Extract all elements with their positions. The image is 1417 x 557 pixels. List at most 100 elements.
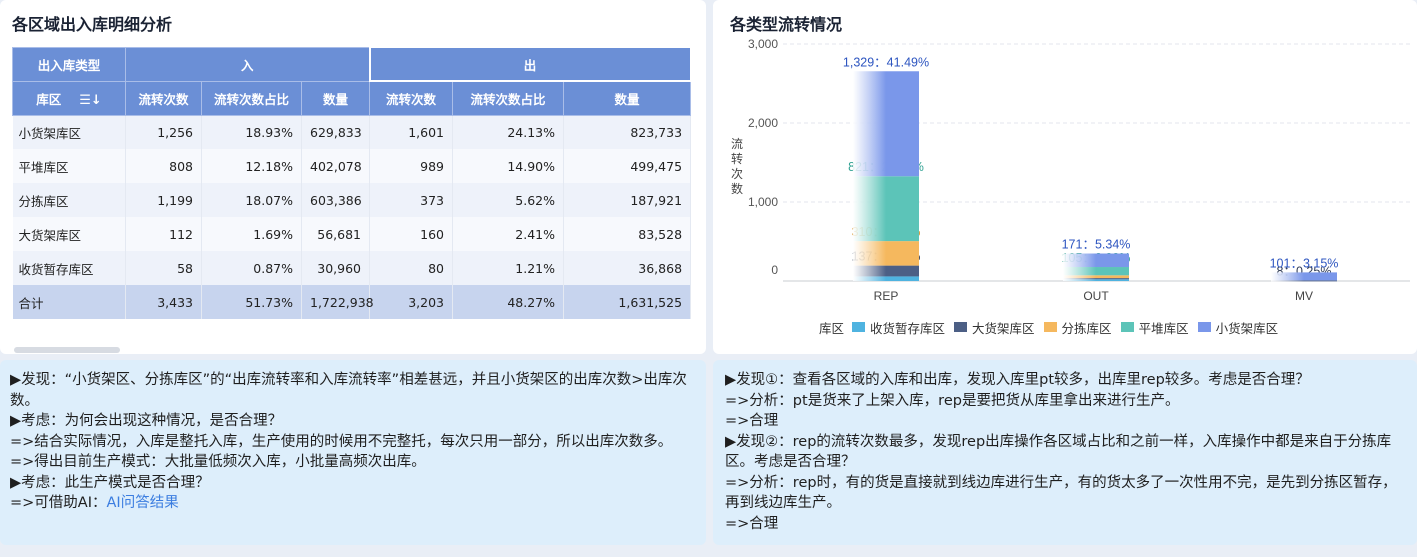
bar-segment xyxy=(1271,280,1337,282)
note-prefix: =>可借助AI： xyxy=(10,495,107,511)
table-cell: 402,078 xyxy=(301,149,370,183)
legend-item[interactable]: 平堆库区 xyxy=(1120,318,1189,337)
table-row[interactable]: 平堆库区 808 12.18% 402,078 989 14.90% 499,475 xyxy=(12,149,692,183)
note-line: ▶发现：“小货架区、分拣库区”的“出库流转率和入库流转率”相差甚远，并且小货架区… xyxy=(10,372,687,409)
column-header[interactable]: 流转次数 xyxy=(125,80,202,116)
bar-segment xyxy=(853,276,919,281)
table-cell: 18.93% xyxy=(201,115,302,149)
table-group-header-row: 出入库类型 入 出 xyxy=(12,46,692,82)
table-cell: 989 xyxy=(369,149,453,183)
note-line: =>可借助AI：AI问答结果 xyxy=(10,493,696,514)
sort-icon[interactable]: ☰↓ xyxy=(79,92,102,108)
inout-detail-table: 出入库类型 入 出 库区 ☰↓ 流转次数 流转次数占比 数量 流转次数 流转次数占… xyxy=(12,46,692,319)
y-tick-label: 0 xyxy=(771,263,778,277)
bar-segment xyxy=(1063,267,1129,276)
total-cell: 51.73% xyxy=(201,285,302,319)
column-header[interactable]: 流转次数占比 xyxy=(201,80,302,116)
legend-swatch xyxy=(852,322,866,332)
total-cell: 合计 xyxy=(12,285,126,319)
table-cell: 18.07% xyxy=(201,183,302,217)
y-axis-label-char: 转 xyxy=(731,151,743,166)
y-tick-label: 2,000 xyxy=(748,116,778,130)
legend-swatch xyxy=(1197,322,1211,332)
legend-item[interactable]: 收货暂存库区 xyxy=(852,318,945,337)
x-tick-label: OUT xyxy=(1083,289,1109,303)
total-cell: 48.27% xyxy=(452,285,564,319)
note-line: ▶考虑：此生产模式是否合理？ xyxy=(10,474,210,491)
legend-swatch xyxy=(954,322,968,332)
horizontal-scrollbar[interactable] xyxy=(14,347,120,353)
legend-item[interactable]: 小货架库区 xyxy=(1197,318,1279,337)
note-line: =>分析：pt是货来了上架入库，rep是要把货从库里拿出来进行生产。 xyxy=(725,392,1180,409)
table-cell: 499,475 xyxy=(563,149,692,183)
table-cell: 30,960 xyxy=(301,251,370,285)
table-cell: 36,868 xyxy=(563,251,692,285)
bar-segment xyxy=(1063,278,1129,280)
table-row[interactable]: 大货架库区 112 1.69% 56,681 160 2.41% 83,528 xyxy=(12,217,692,251)
y-axis-label-char: 次 xyxy=(731,167,743,181)
bar-segment xyxy=(853,71,919,177)
column-header[interactable]: 流转次数占比 xyxy=(452,80,564,116)
table-cell: 1.21% xyxy=(452,251,564,285)
table-row[interactable]: 收货暂存库区 58 0.87% 30,960 80 1.21% 36,868 xyxy=(12,251,692,285)
total-cell: 3,433 xyxy=(125,285,202,319)
legend-label: 小货架库区 xyxy=(1215,320,1279,336)
table-cell: 373 xyxy=(369,183,453,217)
table-cell: 12.18% xyxy=(201,149,302,183)
legend-item[interactable]: 分拣库区 xyxy=(1043,318,1112,337)
table-header-row: 库区 ☰↓ 流转次数 流转次数占比 数量 流转次数 流转次数占比 数量 xyxy=(12,80,692,116)
table-row[interactable]: 分拣库区 1,199 18.07% 603,386 373 5.62% 187,921 xyxy=(12,183,692,217)
row-area-name: 分拣库区 xyxy=(12,183,126,217)
table-cell: 187,921 xyxy=(563,183,692,217)
data-label: 1,329：41.49% xyxy=(843,55,929,69)
note-line: ▶发现①：查看各区域的入库和出库，发现入库里pt较多，出库里rep较多。考虑是否… xyxy=(725,372,1310,388)
bar-segment xyxy=(1063,253,1129,268)
chart-panel-title: 各类型流转情况 xyxy=(730,15,843,34)
legend-swatch xyxy=(1043,322,1057,332)
total-cell: 3,203 xyxy=(369,285,453,319)
column-header[interactable]: 流转次数 xyxy=(369,80,453,116)
table-cell: 58 xyxy=(125,251,202,285)
y-tick-label: 3,000 xyxy=(748,37,778,51)
table-panel: 各区域出入库明细分析 出入库类型 入 出 库区 ☰↓ 流转次数 流转次数占比 数量… xyxy=(0,0,706,354)
header-out-group[interactable]: 出 xyxy=(368,46,692,82)
column-header[interactable]: 数量 xyxy=(562,80,692,116)
chart-legend: 库区 收货暂存库区 大货架库区 分拣库区 平堆库区 小货架库区 xyxy=(819,318,1287,336)
table-cell: 1,199 xyxy=(125,183,202,217)
ai-answer-link[interactable]: AI问答结果 xyxy=(106,495,179,511)
row-area-name: 小货架库区 xyxy=(12,115,126,149)
table-cell: 5.62% xyxy=(452,183,564,217)
bar-segment xyxy=(1063,275,1129,279)
stacked-bar-chart: 01,0002,0003,000流转次数137：4.28%310：9.68%82… xyxy=(731,37,1410,303)
table-cell: 2.41% xyxy=(452,217,564,251)
row-area-name: 大货架库区 xyxy=(12,217,126,251)
chart-panel: 各类型流转情况 01,0002,0003,000流转次数137：4.28%310… xyxy=(713,0,1417,354)
legend-label: 收货暂存库区 xyxy=(870,320,946,336)
column-header-area[interactable]: 库区 ☰↓ xyxy=(12,80,126,116)
column-header[interactable]: 数量 xyxy=(301,80,370,116)
note-line: ▶发现②：rep的流转次数最多，发现rep出库操作各区域占比和之前一样，入库操作… xyxy=(725,433,1392,471)
table-row[interactable]: 小货架库区 1,256 18.93% 629,833 1,601 24.13% 823,73… xyxy=(12,115,692,149)
bar-segment xyxy=(853,241,919,266)
legend-item[interactable]: 大货架库区 xyxy=(954,318,1035,337)
table-cell: 112 xyxy=(125,217,202,251)
bar-segment xyxy=(1063,279,1129,281)
table-cell: 80 xyxy=(369,251,453,285)
total-cell: 1,631,525 xyxy=(563,285,692,319)
table-cell: 0.87% xyxy=(201,251,302,285)
note-line: =>分析：rep时，有的货是直接就到线边库进行生产，有的货太多了一次性用不完，是… xyxy=(725,474,1397,512)
table-cell: 1,601 xyxy=(369,115,453,149)
header-type-cell: 出入库类型 xyxy=(12,46,126,82)
header-in-group[interactable]: 入 xyxy=(125,46,370,82)
x-tick-label: MV xyxy=(1295,289,1313,303)
y-tick-label: 1,000 xyxy=(748,195,778,209)
bar-segment xyxy=(853,265,919,277)
legend-label: 平堆库区 xyxy=(1138,320,1189,336)
table-cell: 83,528 xyxy=(563,217,692,251)
table-cell: 823,733 xyxy=(563,115,692,149)
table-cell: 56,681 xyxy=(301,217,370,251)
legend-label: 分拣库区 xyxy=(1061,320,1112,336)
legend-swatch xyxy=(1120,322,1134,332)
legend-title: 库区 xyxy=(819,320,845,336)
data-label: 101：3.15% xyxy=(1270,256,1339,270)
